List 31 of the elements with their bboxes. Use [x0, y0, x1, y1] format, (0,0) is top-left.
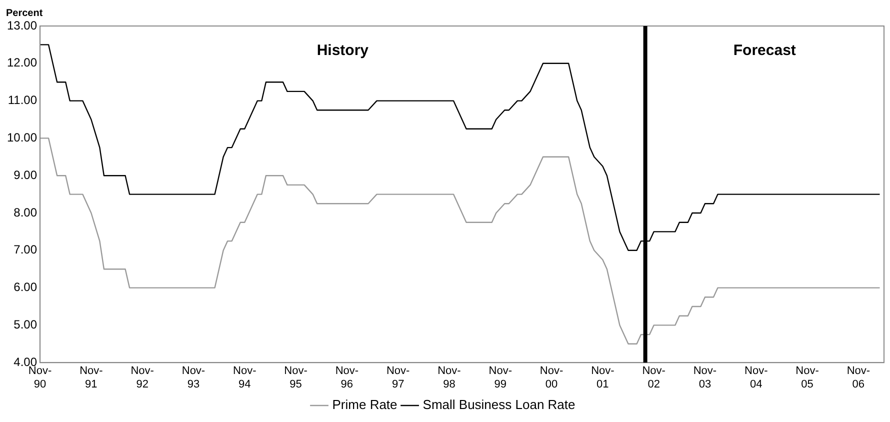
- x-tick-label: Nov-91: [80, 365, 104, 390]
- x-tick-label: Nov-92: [130, 365, 154, 390]
- x-tick-label: Nov-94: [233, 365, 257, 390]
- y-tick-label: 10.00: [7, 130, 38, 145]
- x-tick-label: Nov-99: [488, 365, 512, 390]
- x-tick-label: Nov-93: [182, 365, 206, 390]
- x-tick-label: Nov-90: [28, 365, 52, 390]
- annotation: History: [316, 42, 370, 60]
- x-tick-label: Nov-01: [591, 365, 615, 390]
- x-tick-label: Nov-04: [744, 365, 768, 390]
- legend-label: Small Business Loan Rate: [422, 397, 576, 412]
- x-tick-label: Nov-05: [796, 365, 820, 390]
- x-tick-label: Nov-00: [540, 365, 564, 390]
- y-tick-label: 6.00: [14, 280, 38, 294]
- x-tick-label: Nov-95: [284, 365, 308, 390]
- y-tick-label: 13.00: [7, 18, 38, 32]
- x-tick-label: Nov-98: [438, 365, 462, 390]
- legend-label: Prime Rate: [332, 397, 398, 412]
- annotation: Forecast: [733, 42, 796, 60]
- y-tick-label: 8.00: [14, 205, 38, 220]
- y-axis-title: Percent: [6, 8, 44, 19]
- x-tick-label: Nov-06: [846, 365, 870, 390]
- y-tick-label: 9.00: [14, 168, 38, 182]
- x-tick-label: Nov-96: [335, 365, 359, 390]
- y-tick-label: 11.00: [8, 93, 38, 108]
- y-tick-label: 7.00: [14, 242, 38, 257]
- x-tick-label: Nov-03: [693, 365, 717, 390]
- y-tick-label: 5.00: [14, 318, 38, 332]
- x-tick-label: Nov-97: [386, 365, 410, 390]
- y-tick-label: 12.00: [7, 56, 38, 70]
- x-tick-label: Nov-02: [642, 365, 666, 390]
